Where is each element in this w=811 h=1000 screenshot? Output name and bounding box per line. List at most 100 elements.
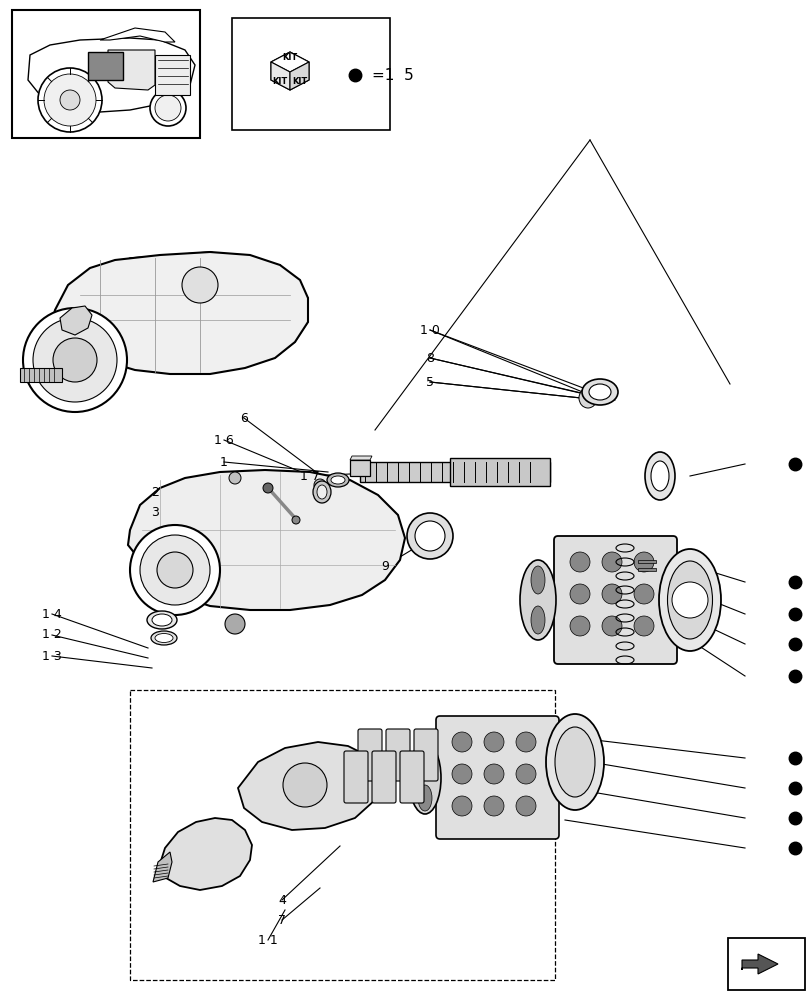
FancyBboxPatch shape [414,729,437,781]
Text: 6: 6 [240,412,247,424]
Circle shape [314,479,325,491]
Text: 1 7: 1 7 [300,470,320,483]
Bar [350,460,370,476]
Bar [637,568,655,571]
Polygon shape [350,456,371,460]
Ellipse shape [554,727,594,797]
FancyBboxPatch shape [400,751,423,803]
Text: 4: 4 [277,894,285,906]
Circle shape [33,318,117,402]
Ellipse shape [545,714,603,810]
Ellipse shape [312,481,331,503]
Ellipse shape [409,742,440,814]
Bar [130,690,554,980]
Text: 5: 5 [426,375,433,388]
Ellipse shape [644,452,674,500]
Ellipse shape [418,745,431,771]
Ellipse shape [650,461,668,491]
Circle shape [283,763,327,807]
Text: 7: 7 [277,914,285,926]
Circle shape [601,616,621,636]
Text: 1 6: 1 6 [214,434,234,446]
Ellipse shape [578,388,596,408]
Polygon shape [210,252,307,358]
Circle shape [483,764,504,784]
Ellipse shape [155,634,173,643]
Ellipse shape [327,473,349,487]
Polygon shape [271,62,290,90]
Text: 1 3: 1 3 [42,650,62,662]
Ellipse shape [667,561,711,639]
Circle shape [483,796,504,816]
Polygon shape [238,742,381,830]
Bar [727,938,804,990]
Circle shape [292,516,299,524]
Polygon shape [128,470,405,610]
Ellipse shape [659,549,720,651]
Circle shape [130,525,220,615]
Circle shape [38,68,102,132]
Polygon shape [60,306,92,335]
Polygon shape [48,252,307,340]
Text: 3: 3 [151,506,159,518]
Circle shape [60,90,80,110]
Circle shape [633,552,653,572]
Circle shape [182,267,217,303]
Text: 1: 1 [220,456,228,468]
Bar [12,10,200,138]
FancyBboxPatch shape [553,536,676,664]
FancyBboxPatch shape [371,751,396,803]
Polygon shape [100,28,175,42]
Ellipse shape [418,785,431,811]
Text: 1 0: 1 0 [419,324,440,336]
Circle shape [452,732,471,752]
Ellipse shape [530,566,544,594]
Circle shape [157,552,193,588]
Circle shape [515,732,535,752]
Circle shape [515,764,535,784]
Bar [232,18,389,130]
Circle shape [633,584,653,604]
Ellipse shape [588,384,610,400]
Circle shape [483,732,504,752]
Ellipse shape [581,379,617,405]
Text: 8: 8 [426,352,433,364]
Circle shape [633,616,653,636]
Polygon shape [741,954,777,974]
Bar [449,458,549,486]
Circle shape [44,74,96,126]
Circle shape [672,582,707,618]
Bar [637,560,655,563]
Text: 1 2: 1 2 [42,629,62,642]
Polygon shape [108,50,155,90]
Text: 2: 2 [151,486,159,498]
Ellipse shape [414,521,444,551]
Text: KIT: KIT [292,77,307,86]
Ellipse shape [331,476,345,484]
Bar [20,368,62,382]
Ellipse shape [519,560,556,640]
FancyBboxPatch shape [436,716,558,839]
FancyBboxPatch shape [358,729,381,781]
Text: =1  5: =1 5 [371,68,414,83]
Circle shape [229,472,241,484]
Polygon shape [48,252,307,374]
Ellipse shape [152,614,172,626]
Circle shape [139,535,210,605]
Circle shape [155,95,181,121]
Ellipse shape [530,606,544,634]
Circle shape [601,584,621,604]
Circle shape [263,483,272,493]
Text: KIT: KIT [282,52,298,62]
Bar [88,52,122,80]
Circle shape [569,584,590,604]
Polygon shape [158,818,251,890]
Text: KIT: KIT [272,77,287,86]
Circle shape [601,552,621,572]
Polygon shape [28,38,195,112]
FancyBboxPatch shape [344,751,367,803]
Circle shape [452,796,471,816]
Text: 1 4: 1 4 [42,607,62,620]
Circle shape [452,764,471,784]
Circle shape [569,616,590,636]
